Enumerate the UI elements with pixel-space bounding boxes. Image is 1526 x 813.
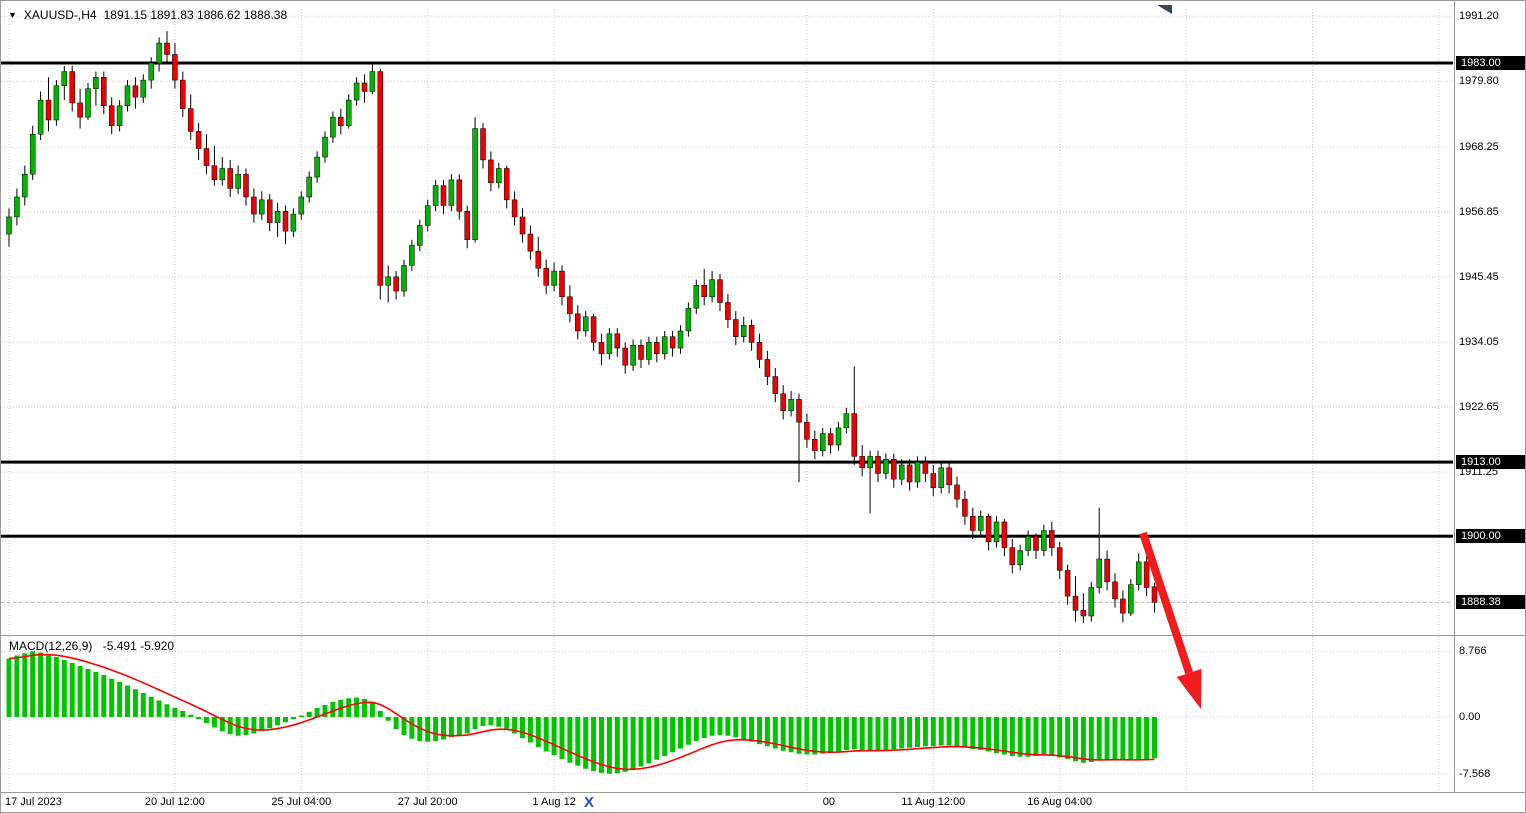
time-axis-label: 17 Jul 2023 — [5, 796, 62, 808]
chart-shift-marker-icon — [1157, 5, 1172, 14]
symbol-marker-icon: ▼ — [8, 10, 17, 20]
symbol-timeframe-label: XAUUSD-,H4 — [23, 8, 97, 22]
price-badge: 1900.00 — [1456, 529, 1525, 544]
macd-indicator-values: -5.491 -5.920 — [102, 639, 175, 653]
price-tick-label: 1956.85 — [1459, 206, 1499, 219]
macd-histogram — [6, 651, 1157, 774]
price-badge: 1983.00 — [1456, 56, 1525, 70]
time-axis-label: 25 Jul 04:00 — [271, 796, 332, 808]
price-tick-label: 1922.65 — [1459, 401, 1499, 414]
time-axis-label: 20 Jul 12:00 — [144, 796, 205, 808]
price-tick-label: 1991.20 — [1459, 10, 1499, 23]
macd-indicator-label: MACD(12,26,9) — [9, 639, 93, 653]
price-badge: 1913.00 — [1456, 455, 1525, 470]
pane-separators — [1, 1, 1525, 793]
candlestick-series — [6, 31, 1158, 623]
price-badge: 1888.38 — [1456, 595, 1525, 610]
time-axis-label: 1 Aug 12 — [532, 796, 576, 808]
price-tick-label: 1979.80 — [1459, 75, 1499, 88]
time-axis-label: 16 Aug 04:00 — [1027, 796, 1093, 808]
support-resistance-lines[interactable] — [1, 61, 1453, 538]
macd-tick-label: 8.766 — [1459, 645, 1487, 658]
time-axis-label: 27 Jul 20:00 — [397, 796, 458, 808]
time-axis-label: 11 Aug 12:00 — [901, 796, 966, 808]
macd-signal-line — [8, 653, 1155, 771]
grid-lines — [1, 9, 1453, 790]
down-arrow-annotation[interactable] — [1139, 531, 1202, 709]
close-x-button[interactable]: X — [584, 794, 595, 811]
macd-tick-label: -7.568 — [1459, 767, 1491, 780]
price-tick-label: 1934.05 — [1459, 336, 1499, 349]
time-axis-label: 00 — [822, 796, 836, 808]
macd-tick-label: 0.00 — [1459, 711, 1481, 723]
price-tick-label: 1945.45 — [1459, 271, 1499, 284]
price-tick-label: 1968.25 — [1459, 141, 1499, 154]
ohlc-values-label: 1891.15 1891.83 1886.62 1888.38 — [103, 8, 288, 22]
chart-header: ▼ XAUUSD-,H4 1891.15 1891.83 1886.62 188… — [8, 8, 287, 22]
macd-header: MACD(12,26,9) -5.491 -5.920 — [9, 639, 174, 653]
